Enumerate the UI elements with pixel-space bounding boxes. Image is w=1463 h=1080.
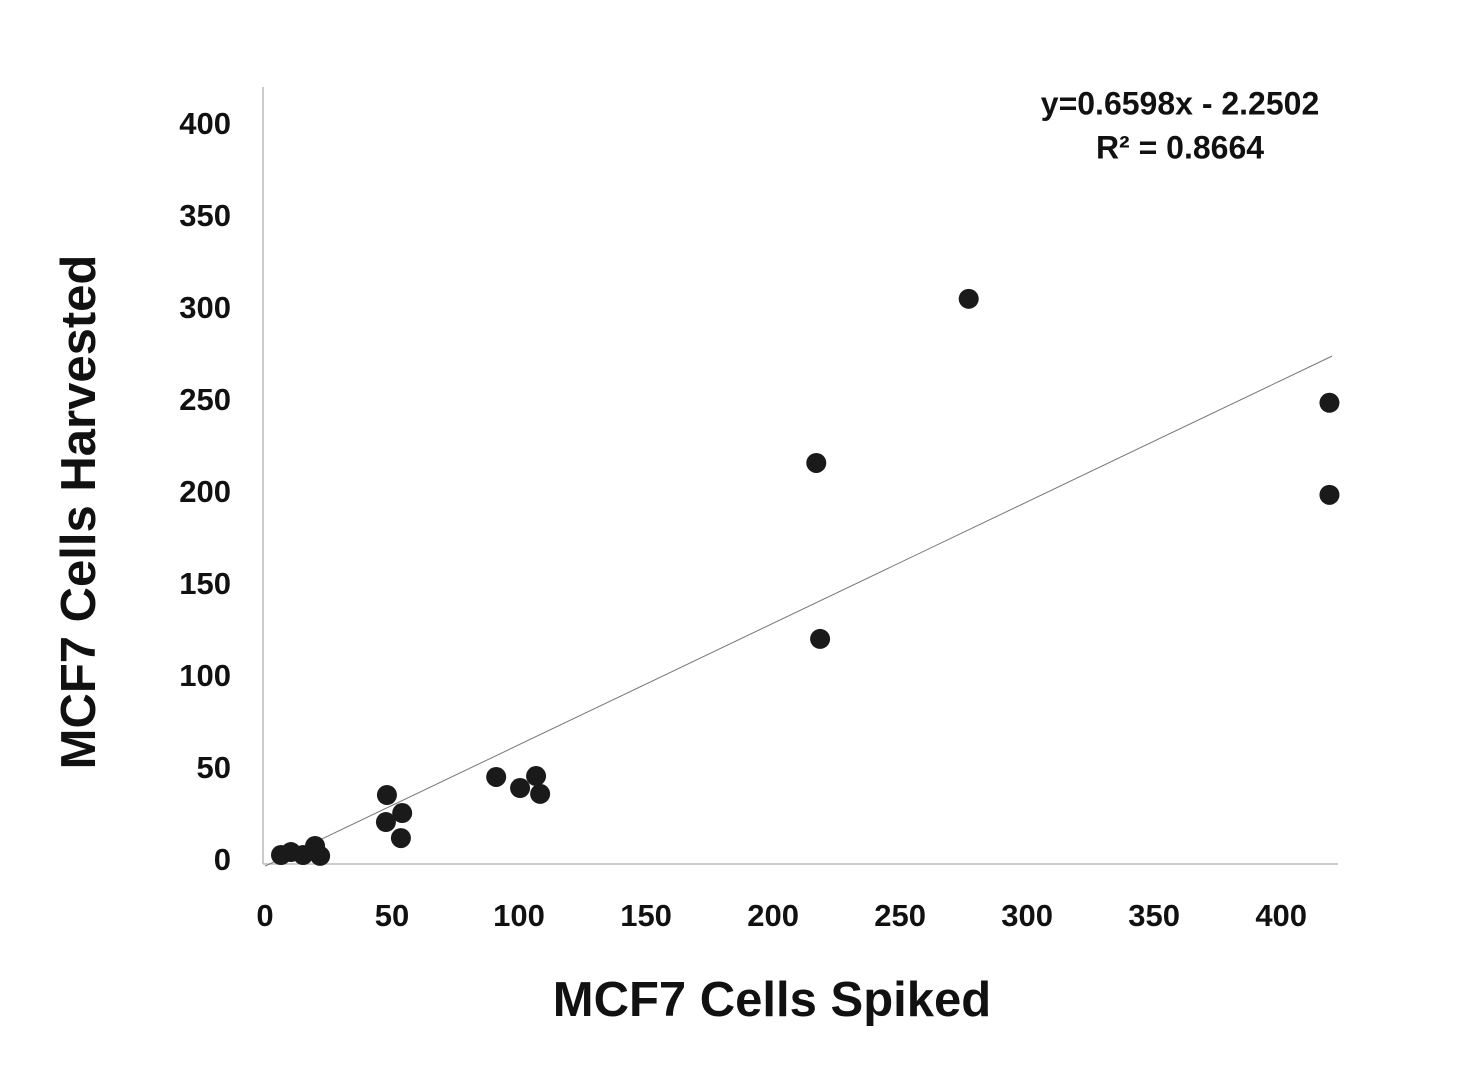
data-point — [510, 778, 531, 799]
data-point — [530, 783, 551, 804]
y-axis-title: MCF7 Cells Harvested — [52, 255, 106, 770]
data-point — [526, 766, 547, 787]
x-tick-label: 0 — [256, 898, 273, 933]
y-tick-label: 100 — [179, 658, 231, 693]
data-point — [392, 803, 413, 824]
x-tick-label: 400 — [1255, 898, 1307, 933]
y-tick-label: 250 — [179, 382, 231, 417]
data-point — [810, 628, 831, 649]
y-tick-label: 0 — [214, 842, 231, 877]
y-tick-label: 400 — [179, 106, 231, 141]
x-tick-label: 300 — [1001, 898, 1053, 933]
x-tick-label: 150 — [620, 898, 672, 933]
r-squared: R² = 0.8664 — [1096, 129, 1264, 165]
trend-line — [264, 355, 1333, 867]
x-tick-label: 200 — [747, 898, 799, 933]
y-tick-label: 150 — [179, 566, 231, 601]
y-tick-label: 200 — [179, 474, 231, 509]
data-point — [1319, 484, 1340, 505]
equation: y=0.6598x - 2.2502 — [1041, 85, 1319, 121]
y-tick-label: 50 — [197, 750, 231, 785]
data-point — [310, 845, 331, 866]
x-axis-title: MCF7 Cells Spiked — [553, 973, 991, 1027]
y-tick-label: 300 — [179, 290, 231, 325]
data-point — [375, 812, 396, 833]
data-point — [486, 766, 507, 787]
data-point — [958, 288, 979, 309]
y-tick-label: 350 — [179, 198, 231, 233]
x-tick-label: 50 — [375, 898, 409, 933]
x-tick-label: 100 — [493, 898, 545, 933]
data-point — [390, 828, 411, 849]
data-point — [1319, 392, 1340, 413]
data-point — [376, 785, 397, 806]
x-tick-label: 350 — [1128, 898, 1180, 933]
data-point — [806, 452, 827, 473]
x-tick-label: 250 — [874, 898, 926, 933]
